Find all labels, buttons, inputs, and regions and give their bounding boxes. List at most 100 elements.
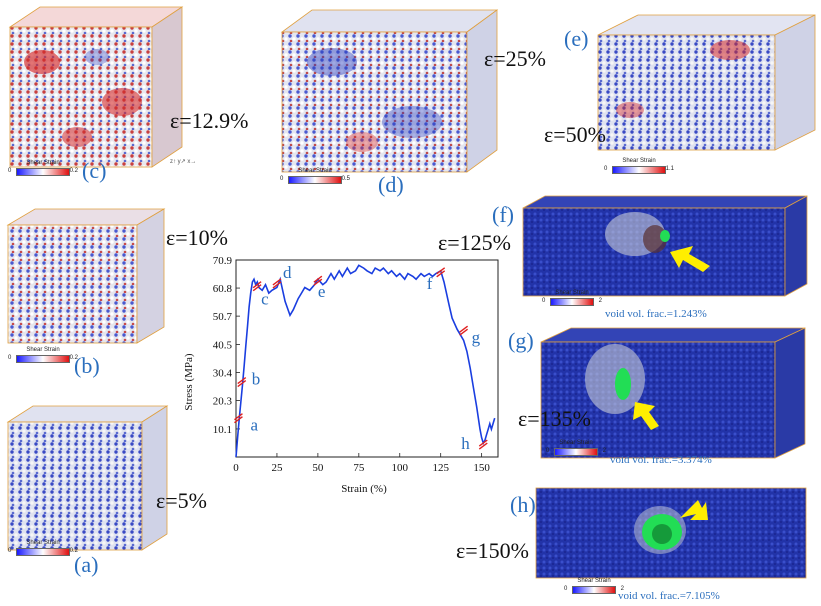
simulation-box-b — [6, 208, 166, 344]
point-label-e: e — [318, 282, 326, 301]
scale-title: Shear Strain — [26, 160, 60, 166]
void-volume-fraction: void vol. frac.=7.105% — [618, 590, 720, 602]
scale-max: 2 — [598, 298, 602, 304]
scale-min: 0 — [8, 168, 12, 174]
scale-min: 0 — [8, 355, 12, 361]
strain-marker — [234, 413, 243, 421]
x-tick-label: 100 — [392, 462, 409, 474]
y-tick-label: 50.7 — [213, 311, 233, 323]
point-label-h: h — [461, 434, 470, 453]
simulation-box-f — [522, 195, 808, 297]
strain-marker — [436, 270, 446, 278]
panel-letter-d: (d) — [378, 172, 404, 197]
strain-label-f: ε=125% — [438, 230, 511, 255]
color-bar — [16, 168, 70, 176]
shear-strain-scale: Shear Strain 0 2 — [546, 440, 606, 458]
scale-title: Shear Strain — [298, 168, 332, 174]
panel-letter-b: (b) — [74, 353, 100, 378]
scale-max: 0.2 — [69, 168, 78, 174]
strain-marker — [478, 442, 488, 450]
strain-marker — [313, 275, 323, 283]
y-tick-label: 10.1 — [213, 424, 232, 436]
plot-frame — [235, 259, 499, 458]
point-label-b: b — [252, 370, 261, 389]
point-label-d: d — [283, 263, 292, 282]
strain-label-b: ε=10% — [166, 225, 228, 250]
panel-letter-f: (f) — [492, 202, 514, 227]
simulation-box-d — [280, 9, 499, 173]
axes-triad-icon: z↑ y↗ x→ — [170, 159, 197, 165]
simulation-box-e — [597, 14, 816, 151]
panel-a: Shear Strain 0 0.2 (a) ε=5% — [0, 400, 250, 600]
panel-d: Shear Strain 0 0.5 (d) ε=25% — [262, 0, 562, 200]
point-label-f: f — [427, 274, 433, 293]
strain-marker — [252, 284, 262, 292]
x-tick-label: 0 — [233, 462, 239, 474]
strain-marker — [272, 281, 282, 289]
scale-title: Shear Strain — [622, 158, 656, 164]
panel-h: (h) ε=150% Shear Strain 0 2 void vol. fr… — [430, 478, 821, 606]
panel-letter-a: (a) — [74, 552, 99, 577]
panel-e: (e) ε=50% Shear Strain 0 1.1 — [540, 0, 821, 190]
point-label-a: a — [250, 416, 258, 435]
strain-label-c: ε=12.9% — [170, 108, 249, 133]
simulation-box-h — [535, 487, 807, 579]
simulation-box-g — [540, 327, 806, 459]
scale-max: 1.1 — [665, 166, 674, 172]
color-bar — [612, 166, 666, 174]
shear-strain-scale: Shear Strain 0 1.1 — [604, 158, 674, 176]
panel-b: Shear Strain 0 0.2 (b) ε=10% — [0, 205, 250, 385]
y-tick-label: 40.5 — [213, 339, 233, 351]
scale-title: Shear Strain — [26, 347, 60, 353]
scale-title: Shear Strain — [555, 290, 589, 296]
strain-marker — [237, 377, 247, 385]
y-tick-label: 20.3 — [213, 396, 233, 408]
plot-area: 10.1 20.3 30.4 40.5 50.7 60.8 70.9 0 25 50 75 100 12… — [213, 255, 499, 474]
void-volume-fraction: void vol. frac.=1.243% — [605, 308, 707, 320]
y-tick-label: 70.9 — [213, 255, 233, 267]
panel-letter-e: (e) — [564, 26, 589, 51]
color-bar — [16, 548, 70, 556]
panel-letter-c: (c) — [82, 158, 107, 183]
scale-title: Shear Strain — [559, 440, 593, 446]
scale-title: Shear Strain — [26, 540, 60, 546]
scale-min: 0 — [604, 166, 608, 172]
stress-strain-chart: 10.1 20.3 30.4 40.5 50.7 60.8 70.9 0 25 50 75 100 12… — [183, 255, 499, 495]
strain-label-h: ε=150% — [456, 538, 529, 563]
strain-label-g: ε=135% — [518, 406, 591, 431]
strain-marker — [436, 267, 446, 275]
shear-strain-scale: Shear Strain 0 2 — [542, 290, 602, 308]
panel-letter-g: (g) — [508, 328, 534, 353]
color-bar — [16, 355, 70, 363]
scale-min: 0 — [546, 448, 550, 454]
scale-max: 2 — [620, 586, 624, 592]
scale-max: 0.2 — [69, 355, 78, 361]
strain-label-d: ε=25% — [484, 46, 546, 71]
x-tick-label: 75 — [353, 462, 365, 474]
simulation-box-a — [6, 405, 169, 551]
point-label-g: g — [472, 328, 481, 347]
y-axis-label: Stress (MPa) — [183, 353, 195, 410]
x-tick-label: 150 — [473, 462, 490, 474]
scale-max: 0.5 — [341, 176, 350, 182]
strain-marker — [252, 281, 262, 289]
void-volume-fraction: void vol. frac.=3.374% — [610, 454, 712, 466]
x-tick-label: 125 — [432, 462, 449, 474]
y-tick-label: 60.8 — [213, 283, 233, 295]
scale-max: 0.2 — [69, 548, 78, 554]
strain-marker — [272, 278, 282, 286]
shear-strain-scale: Shear Strain 0 0.2 — [8, 540, 78, 558]
y-tick-label: 30.4 — [213, 368, 233, 380]
strain-marker — [459, 328, 469, 336]
shear-strain-scale: Shear Strain 0 0.5 — [280, 168, 350, 186]
point-label-c: c — [261, 290, 269, 309]
shear-strain-scale: Shear Strain 0 0.2 — [8, 160, 78, 178]
strain-label-e: ε=50% — [544, 122, 606, 147]
panel-c: Shear Strain 0 0.2 (c) ε=12.9% z↑ y↗ x→ — [0, 0, 270, 195]
strain-marker — [459, 325, 469, 333]
scale-min: 0 — [564, 586, 568, 592]
shear-strain-scale: Shear Strain 0 2 — [564, 578, 624, 596]
panel-f: (f) ε=125% Shear Strain 0 2 void vol. fr… — [430, 190, 821, 325]
stress-strain-curve — [235, 264, 496, 458]
strain-marker — [478, 439, 488, 447]
